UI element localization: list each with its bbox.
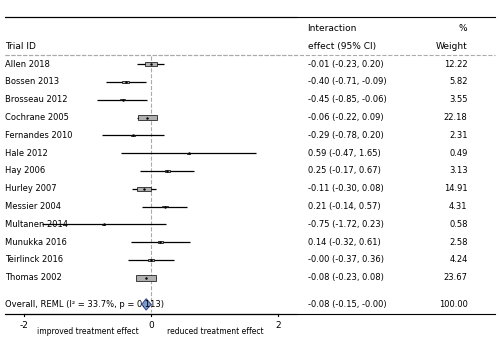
Text: 4.31: 4.31: [449, 202, 468, 211]
Text: -0.06 (-0.22, 0.09): -0.06 (-0.22, 0.09): [308, 113, 383, 122]
Text: Weight: Weight: [436, 42, 468, 51]
Bar: [164, 170, 170, 171]
Text: 0.25 (-0.17, 0.67): 0.25 (-0.17, 0.67): [308, 166, 380, 175]
Text: 22.18: 22.18: [444, 113, 468, 122]
Text: 0.59 (-0.47, 1.65): 0.59 (-0.47, 1.65): [308, 149, 380, 158]
Bar: [122, 81, 130, 83]
Text: reduced treatment effect: reduced treatment effect: [166, 327, 263, 336]
Text: 100.00: 100.00: [438, 300, 468, 309]
Text: Hay 2006: Hay 2006: [5, 166, 45, 175]
Text: Bossen 2013: Bossen 2013: [5, 77, 59, 86]
Text: 0.58: 0.58: [449, 220, 468, 229]
Text: effect (95% CI): effect (95% CI): [308, 42, 376, 51]
Text: 3.13: 3.13: [449, 166, 468, 175]
Text: %: %: [459, 24, 468, 33]
Text: -2: -2: [20, 321, 28, 330]
Bar: [162, 206, 168, 207]
Text: -0.45 (-0.85, -0.06): -0.45 (-0.85, -0.06): [308, 95, 386, 104]
Text: Teirlinck 2016: Teirlinck 2016: [5, 255, 63, 265]
Text: -0.08 (-0.15, -0.00): -0.08 (-0.15, -0.00): [308, 300, 386, 309]
Bar: [187, 153, 190, 154]
Text: -0.00 (-0.37, 0.36): -0.00 (-0.37, 0.36): [308, 255, 384, 265]
Text: 0.14 (-0.32, 0.61): 0.14 (-0.32, 0.61): [308, 238, 380, 247]
Text: Hale 2012: Hale 2012: [5, 149, 48, 158]
Text: Hurley 2007: Hurley 2007: [5, 184, 57, 193]
Text: -0.40 (-0.71, -0.09): -0.40 (-0.71, -0.09): [308, 77, 386, 86]
Text: Interaction: Interaction: [308, 24, 357, 33]
Text: Allen 2018: Allen 2018: [5, 60, 50, 69]
Text: -0.11 (-0.30, 0.08): -0.11 (-0.30, 0.08): [308, 184, 384, 193]
Text: -0.29 (-0.78, 0.20): -0.29 (-0.78, 0.20): [308, 131, 384, 140]
Text: 23.67: 23.67: [444, 273, 468, 282]
Text: 2.31: 2.31: [449, 131, 468, 140]
Bar: [102, 224, 105, 225]
Bar: [138, 115, 157, 120]
Text: 2.58: 2.58: [449, 238, 468, 247]
Text: Multanen 2014: Multanen 2014: [5, 220, 68, 229]
Text: Thomas 2002: Thomas 2002: [5, 273, 62, 282]
Text: Messier 2004: Messier 2004: [5, 202, 61, 211]
Text: 12.22: 12.22: [444, 60, 468, 69]
Text: 3.55: 3.55: [449, 95, 468, 104]
Text: Overall, REML (I² = 33.7%, p = 0.113): Overall, REML (I² = 33.7%, p = 0.113): [5, 300, 164, 309]
Polygon shape: [142, 299, 151, 310]
Bar: [148, 259, 154, 261]
Text: 4.24: 4.24: [449, 255, 468, 265]
Text: Cochrane 2005: Cochrane 2005: [5, 113, 69, 122]
Text: improved treatment effect: improved treatment effect: [37, 327, 138, 336]
Text: 14.91: 14.91: [444, 184, 468, 193]
Text: Brosseau 2012: Brosseau 2012: [5, 95, 68, 104]
Text: Trial ID: Trial ID: [5, 42, 36, 51]
Text: 0.49: 0.49: [449, 149, 468, 158]
Bar: [138, 187, 151, 191]
Bar: [144, 63, 156, 66]
Bar: [158, 241, 162, 243]
Text: 5.82: 5.82: [449, 77, 468, 86]
Text: -0.08 (-0.23, 0.08): -0.08 (-0.23, 0.08): [308, 273, 384, 282]
Bar: [136, 275, 156, 281]
Text: -0.75 (-1.72, 0.23): -0.75 (-1.72, 0.23): [308, 220, 384, 229]
Text: 2: 2: [276, 321, 281, 330]
Text: 0: 0: [148, 321, 154, 330]
Bar: [130, 135, 135, 136]
Text: Munukka 2016: Munukka 2016: [5, 238, 67, 247]
Text: -0.01 (-0.23, 0.20): -0.01 (-0.23, 0.20): [308, 60, 383, 69]
Text: 0.21 (-0.14, 0.57): 0.21 (-0.14, 0.57): [308, 202, 380, 211]
Text: Fernandes 2010: Fernandes 2010: [5, 131, 72, 140]
Bar: [120, 99, 126, 101]
